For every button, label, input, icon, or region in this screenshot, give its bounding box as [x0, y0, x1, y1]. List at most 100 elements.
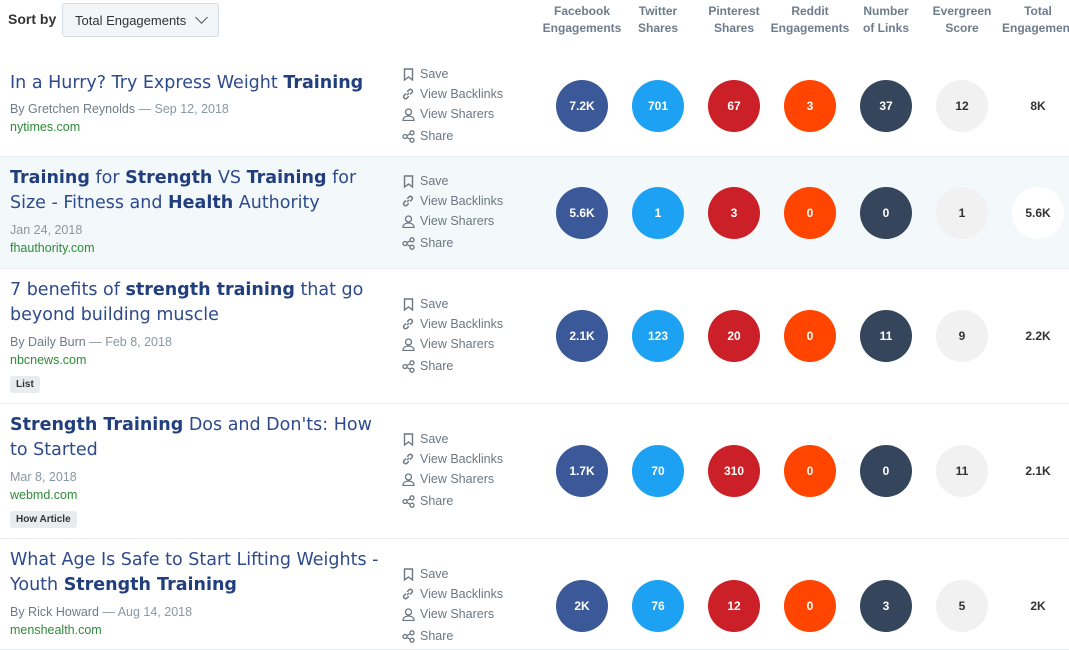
- column-header-evergreen-score[interactable]: Evergreen Score: [926, 3, 998, 37]
- column-header-number-of-links[interactable]: Number of Links: [856, 3, 916, 37]
- article-domain[interactable]: nbcnews.com: [10, 353, 87, 367]
- article-title-link[interactable]: Strength Training Dos and Don'ts: How to…: [10, 413, 380, 463]
- title-keyword: Training: [10, 168, 90, 188]
- share-button-label: Share: [420, 359, 454, 373]
- view-sharers-link[interactable]: View Sharers: [401, 104, 503, 124]
- sort-label: Sort by: [8, 11, 57, 27]
- article-actions: Save View Backlinks View Sharers Share: [401, 294, 503, 376]
- column-header-total-engagement[interactable]: Total Engagement: [998, 3, 1069, 37]
- column-header-reddit-engagements[interactable]: Reddit Engagements: [767, 3, 853, 37]
- metric-twitter-shares[interactable]: 70: [632, 445, 684, 497]
- title-keyword: strength training: [125, 280, 295, 300]
- save-button[interactable]: Save: [401, 171, 503, 191]
- title-text: VS: [212, 168, 247, 188]
- metric-facebook-engagements[interactable]: 7.2K: [556, 80, 608, 132]
- view-backlinks-link[interactable]: View Backlinks: [401, 449, 503, 469]
- share-button[interactable]: Share: [401, 126, 503, 146]
- column-header-line: Twitter: [638, 4, 678, 18]
- content-type-badge: How Article: [10, 511, 77, 528]
- column-header-pinterest-shares[interactable]: Pinterest Shares: [698, 3, 770, 37]
- article-title-link[interactable]: 7 benefits of strength training that go …: [10, 278, 380, 328]
- metric-pinterest-shares[interactable]: 3: [708, 187, 760, 239]
- metric-number-of-links[interactable]: 11: [860, 310, 912, 362]
- metric-number-of-links[interactable]: 0: [860, 187, 912, 239]
- save-button[interactable]: Save: [401, 564, 503, 584]
- view-sharers-link[interactable]: View Sharers: [401, 211, 503, 231]
- article-meta: Mar 8, 2018: [10, 470, 77, 484]
- metric-pinterest-shares[interactable]: 12: [708, 580, 760, 632]
- metric-number-of-links[interactable]: 3: [860, 580, 912, 632]
- share-button-label: Share: [420, 629, 454, 643]
- article-domain[interactable]: fhauthority.com: [10, 241, 95, 255]
- view-sharers-link-label: View Sharers: [420, 214, 495, 228]
- metric-reddit-engagements[interactable]: 0: [784, 445, 836, 497]
- view-backlinks-link[interactable]: View Backlinks: [401, 314, 503, 334]
- metric-total-engagement: 8K: [1030, 99, 1046, 113]
- metric-twitter-shares[interactable]: 76: [632, 580, 684, 632]
- view-backlinks-link[interactable]: View Backlinks: [401, 191, 503, 211]
- save-button[interactable]: Save: [401, 294, 503, 314]
- metric-pinterest-shares[interactable]: 67: [708, 80, 760, 132]
- bookmark-icon: [401, 67, 415, 81]
- metric-pinterest-shares[interactable]: 20: [708, 310, 760, 362]
- article-title-link[interactable]: In a Hurry? Try Express Weight Training: [10, 71, 380, 96]
- save-button[interactable]: Save: [401, 429, 503, 449]
- share-button[interactable]: Share: [401, 356, 503, 376]
- metric-reddit-engagements[interactable]: 0: [784, 580, 836, 632]
- metric-reddit-engagements[interactable]: 0: [784, 310, 836, 362]
- meta-separator: —: [135, 102, 155, 116]
- view-sharers-link[interactable]: View Sharers: [401, 469, 503, 489]
- article-domain[interactable]: menshealth.com: [10, 623, 102, 637]
- save-button[interactable]: Save: [401, 64, 503, 84]
- metric-number-of-links[interactable]: 37: [860, 80, 912, 132]
- metric-facebook-engagements[interactable]: 5.6K: [556, 187, 608, 239]
- title-keyword: Health: [168, 193, 234, 213]
- article-author[interactable]: By Daily Burn: [10, 335, 86, 349]
- article-title-link[interactable]: Training for Strength VS Training for Si…: [10, 166, 380, 216]
- article-meta: By Gretchen Reynolds — Sep 12, 2018: [10, 102, 229, 116]
- metric-facebook-engagements[interactable]: 1.7K: [556, 445, 608, 497]
- content-type-badge: List: [10, 376, 40, 393]
- save-button-label: Save: [420, 432, 449, 446]
- article-domain[interactable]: webmd.com: [10, 488, 78, 502]
- column-header-facebook-engagements[interactable]: Facebook Engagements: [539, 3, 625, 37]
- article-title-link[interactable]: What Age Is Safe to Start Lifting Weight…: [10, 548, 380, 598]
- metric-total-engagement: 2K: [1030, 599, 1046, 613]
- bookmark-icon: [401, 174, 415, 188]
- column-header-line: Shares: [713, 21, 755, 35]
- metric-facebook-engagements[interactable]: 2.1K: [556, 310, 608, 362]
- metric-pinterest-shares[interactable]: 310: [708, 445, 760, 497]
- view-backlinks-link-label: View Backlinks: [420, 317, 504, 331]
- metric-twitter-shares[interactable]: 123: [632, 310, 684, 362]
- view-backlinks-link-label: View Backlinks: [420, 87, 504, 101]
- bookmark-icon: [401, 432, 415, 446]
- metric-reddit-engagements[interactable]: 3: [784, 80, 836, 132]
- share-button[interactable]: Share: [401, 491, 503, 511]
- article-author[interactable]: By Rick Howard: [10, 605, 99, 619]
- view-sharers-link[interactable]: View Sharers: [401, 604, 503, 624]
- share-button[interactable]: Share: [401, 626, 503, 646]
- view-backlinks-link-label: View Backlinks: [420, 194, 504, 208]
- user-icon: [401, 472, 415, 486]
- column-header-twitter-shares[interactable]: Twitter Shares: [628, 3, 688, 37]
- sort-dropdown[interactable]: Total Engagements: [62, 3, 219, 37]
- meta-separator: —: [85, 335, 106, 349]
- share-button[interactable]: Share: [401, 233, 503, 253]
- article-actions: Save View Backlinks View Sharers Share: [401, 64, 503, 146]
- metric-number-of-links[interactable]: 0: [860, 445, 912, 497]
- metric-twitter-shares[interactable]: 701: [632, 80, 684, 132]
- article-row: 7 benefits of strength training that go …: [0, 269, 1069, 404]
- metric-twitter-shares[interactable]: 1: [632, 187, 684, 239]
- article-date: Mar 8, 2018: [10, 470, 77, 484]
- metric-reddit-engagements[interactable]: 0: [784, 187, 836, 239]
- sort-value: Total Engagements: [75, 13, 187, 28]
- article-domain[interactable]: nytimes.com: [10, 120, 81, 134]
- metric-facebook-engagements[interactable]: 2K: [556, 580, 608, 632]
- view-sharers-link[interactable]: View Sharers: [401, 334, 503, 354]
- view-backlinks-link[interactable]: View Backlinks: [401, 584, 503, 604]
- article-author[interactable]: By Gretchen Reynolds: [10, 102, 136, 116]
- metric-total-engagement: 5.6K: [1012, 187, 1064, 239]
- title-text: for: [89, 168, 126, 188]
- view-backlinks-link[interactable]: View Backlinks: [401, 84, 503, 104]
- link-icon: [401, 317, 415, 331]
